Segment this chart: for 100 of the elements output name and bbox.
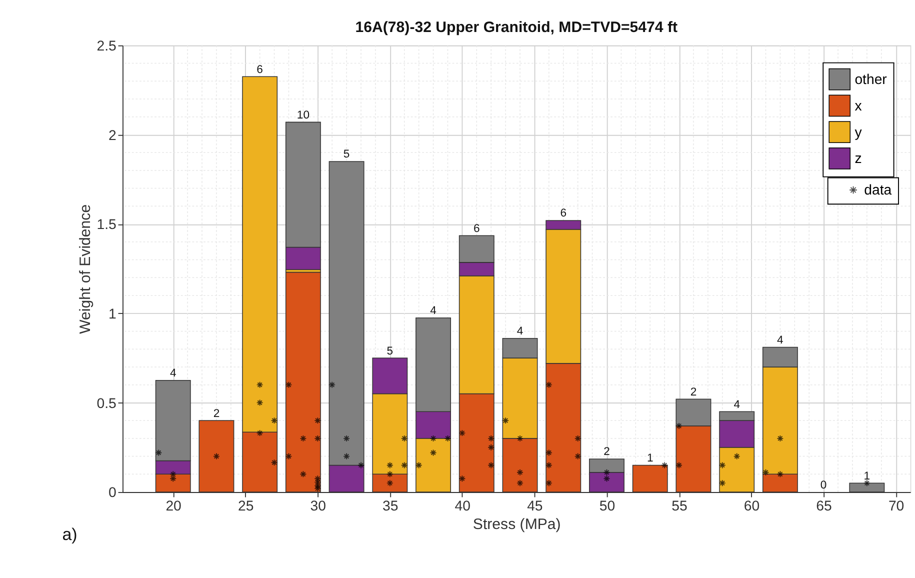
point [270,417,278,424]
point [300,434,307,442]
point [488,444,495,451]
x-tick-label: 70 [888,497,904,514]
point [574,452,582,460]
point [488,462,495,469]
point [256,381,264,388]
point [155,449,162,456]
annotation: 5 [386,345,394,358]
y-tick-label: 0 [108,484,117,500]
x-tick-label: 30 [310,497,326,514]
point [516,480,524,487]
point [328,381,336,388]
point [256,399,264,406]
point [386,462,394,469]
point [386,480,394,487]
y-tick-label: 1 [108,306,117,322]
x-tick-label: 65 [816,497,832,514]
annotation: 4 [777,334,784,347]
point [430,434,437,442]
x-axis-title: Stress (MPa) [472,516,561,534]
legend-label: other [854,70,888,87]
point [314,485,322,492]
point [285,381,292,388]
annotation: 1 [864,470,870,482]
legend-label: z [854,150,862,166]
point [603,468,610,476]
point [170,470,177,478]
point [502,417,510,424]
point [386,470,394,478]
point [170,475,177,482]
point [488,434,495,442]
annotation: 10 [296,109,310,122]
x-tick-label: 25 [238,497,254,514]
x-tick-label: 40 [454,497,471,514]
annotation: 6 [560,208,567,220]
point [545,381,552,388]
point [545,462,552,469]
y-tick-label: 0.5 [96,394,117,411]
annotation: 6 [256,64,263,76]
x-tick-label: 20 [166,497,182,514]
x-tick-label: 55 [672,497,688,514]
point [863,480,870,487]
point [314,417,322,424]
text: a) [62,525,78,544]
point [300,470,307,478]
point [314,475,322,482]
point [733,452,740,460]
point [314,478,322,486]
point [458,475,466,482]
x-tick-label: 60 [744,497,760,514]
legend-label: data [864,182,892,198]
y-tick-label: 1.5 [96,216,117,232]
point [314,434,322,442]
point [314,482,322,490]
annotation: 4 [734,398,740,411]
point [343,434,350,442]
point [213,452,220,460]
point [545,449,552,456]
annotation: 5 [343,148,350,161]
point [718,480,726,487]
point [545,480,552,487]
annotation: 0 [820,479,827,492]
y-tick-label: 2.5 [96,38,117,54]
point [444,434,452,442]
point [358,462,364,469]
x-tick-label: 35 [382,497,398,514]
y-tick-label: 2 [108,126,117,143]
annotation: 2 [213,408,220,420]
point [270,459,278,466]
annotation: 2 [604,446,610,458]
point [516,468,524,476]
point [603,475,610,482]
point [516,434,524,442]
point [676,422,682,430]
annotation: 6 [473,222,480,235]
annotation: 4 [430,305,436,318]
chart-title: 16A(78)-32 Upper Granitoid, MD=TVD=5474 ft [355,19,678,36]
point [400,434,408,442]
point [400,462,408,469]
point [415,462,422,469]
point [776,470,784,478]
point [458,430,466,437]
y-axis-title: Weight of Evidence [77,204,94,334]
point [762,468,770,476]
point [574,434,582,442]
point [430,449,437,456]
annotation: 2 [690,386,697,398]
point [285,452,292,460]
point [718,462,726,469]
point [776,434,784,442]
point [676,462,682,469]
annotation: 4 [516,326,524,338]
point [343,452,350,460]
annotation: 1 [646,452,654,464]
legend-label: y [854,124,863,140]
legend-label: x [854,97,862,114]
annotation: 4 [170,368,176,380]
point [256,430,264,437]
x-tick-label: 50 [599,497,616,514]
